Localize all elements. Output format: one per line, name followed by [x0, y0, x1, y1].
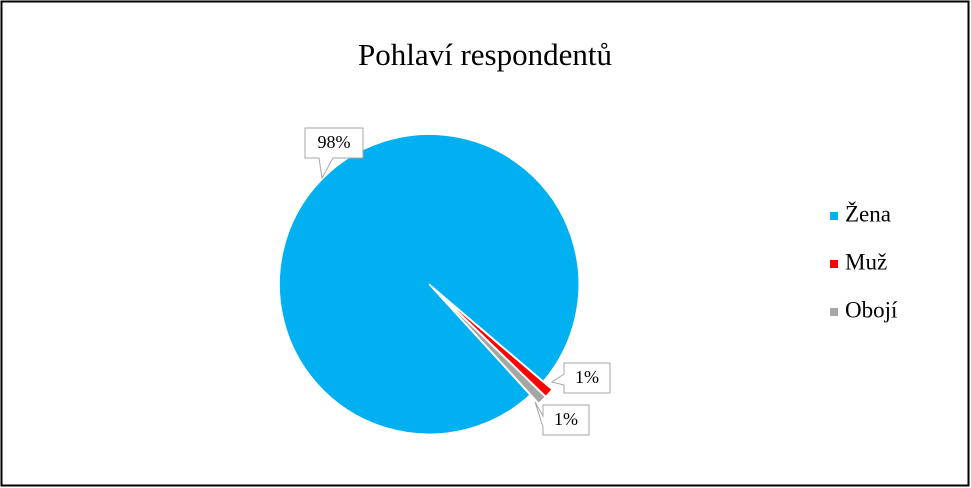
data-label: 98%: [318, 132, 351, 152]
data-label: 1%: [575, 367, 599, 387]
data-label: 1%: [554, 409, 578, 429]
legend-swatch: [830, 212, 838, 220]
legend-swatch: [830, 260, 838, 268]
legend-label: Žena: [845, 201, 891, 226]
label-callout: [550, 362, 611, 394]
pie-slice: [278, 133, 580, 435]
label-callout: [534, 401, 590, 436]
legend-label: Muž: [845, 249, 887, 274]
legend-swatch: [830, 308, 838, 316]
chart-title: Pohlaví respondentů: [358, 37, 612, 72]
label-callout: [304, 127, 364, 180]
pie-slice: [437, 292, 547, 405]
legend-label: Obojí: [845, 297, 898, 322]
